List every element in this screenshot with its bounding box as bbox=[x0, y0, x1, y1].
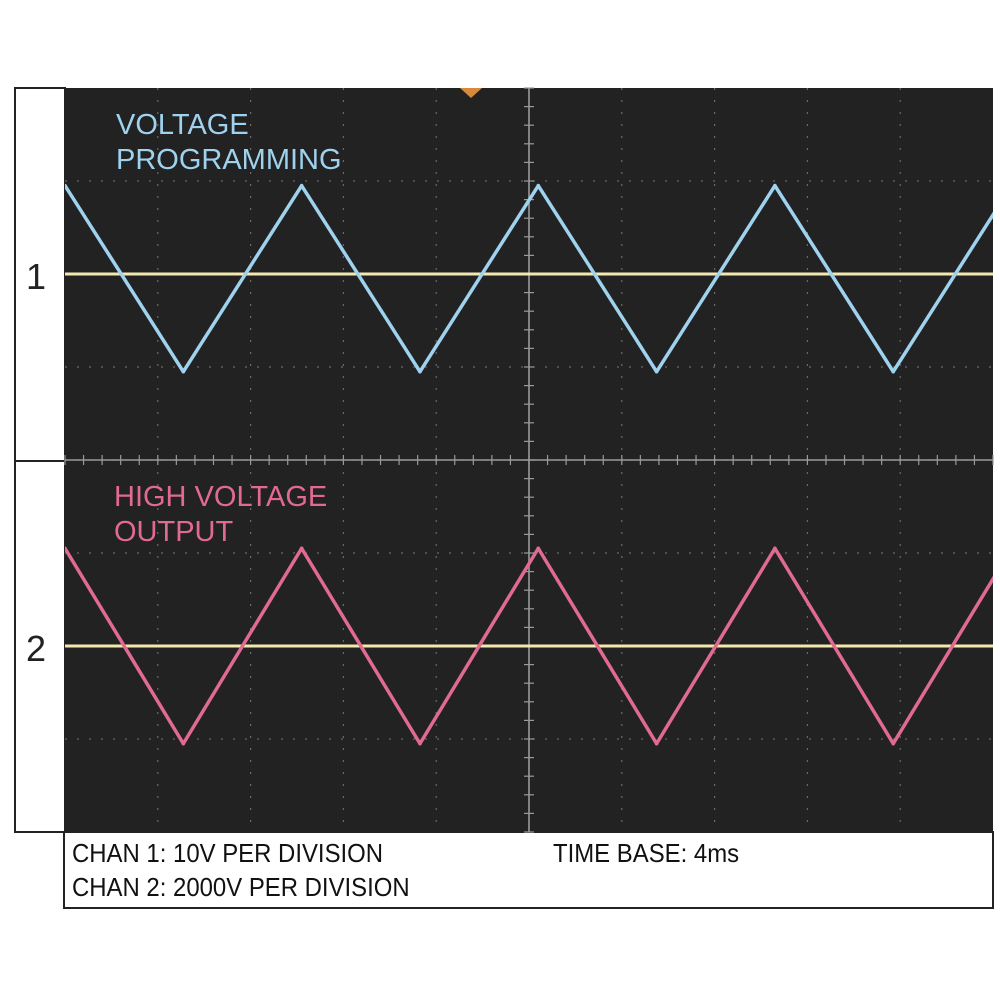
trace-label-ch1-line1: VOLTAGE bbox=[116, 109, 249, 141]
trace-ch1-vertex bbox=[418, 369, 422, 374]
trace-ch1-vertex bbox=[654, 369, 659, 374]
trace-label-ch2: HIGH VOLTAGE OUTPUT bbox=[114, 480, 327, 550]
trace-label-ch2-line1: HIGH VOLTAGE bbox=[114, 481, 328, 513]
trace-ch2-vertex bbox=[181, 741, 186, 746]
caption-ch2-scale: CHAN 2: 2000V PER DIVISION bbox=[72, 872, 410, 902]
caption-time-base: TIME BASE: 4ms bbox=[553, 838, 740, 868]
caption-ch1-scale: CHAN 1: 10V PER DIVISION bbox=[72, 838, 384, 868]
trace-label-ch2-line2: OUTPUT bbox=[114, 516, 234, 548]
trace-ch2-vertex bbox=[773, 546, 777, 551]
baselines bbox=[65, 272, 993, 648]
trace-ch2-vertex bbox=[418, 741, 422, 746]
channel-number-1: 1 bbox=[26, 256, 47, 297]
trace-ch1-vertex bbox=[65, 183, 67, 188]
traces bbox=[65, 183, 993, 746]
trace-label-ch1-line2: PROGRAMMING bbox=[116, 144, 342, 176]
trace-ch2-vertex bbox=[891, 741, 896, 746]
trace-ch2-vertex bbox=[299, 546, 304, 551]
trace-ch1-vertex bbox=[536, 183, 541, 188]
caption-box bbox=[63, 831, 994, 909]
trace-ch1-vertex bbox=[891, 369, 896, 374]
trace-ch2-vertex bbox=[654, 741, 659, 746]
trace-label-ch1: VOLTAGE PROGRAMMING bbox=[116, 108, 342, 178]
trace-ch1-vertex bbox=[299, 183, 304, 188]
channel-number-2: 2 bbox=[26, 628, 47, 669]
graticule bbox=[64, 87, 994, 833]
trace-ch2-vertex bbox=[536, 546, 541, 551]
trace-ch1-vertex bbox=[773, 183, 777, 188]
trace-ch1-vertex bbox=[181, 369, 186, 374]
trigger-marker bbox=[460, 88, 482, 98]
trace-ch2-vertex bbox=[65, 546, 67, 551]
